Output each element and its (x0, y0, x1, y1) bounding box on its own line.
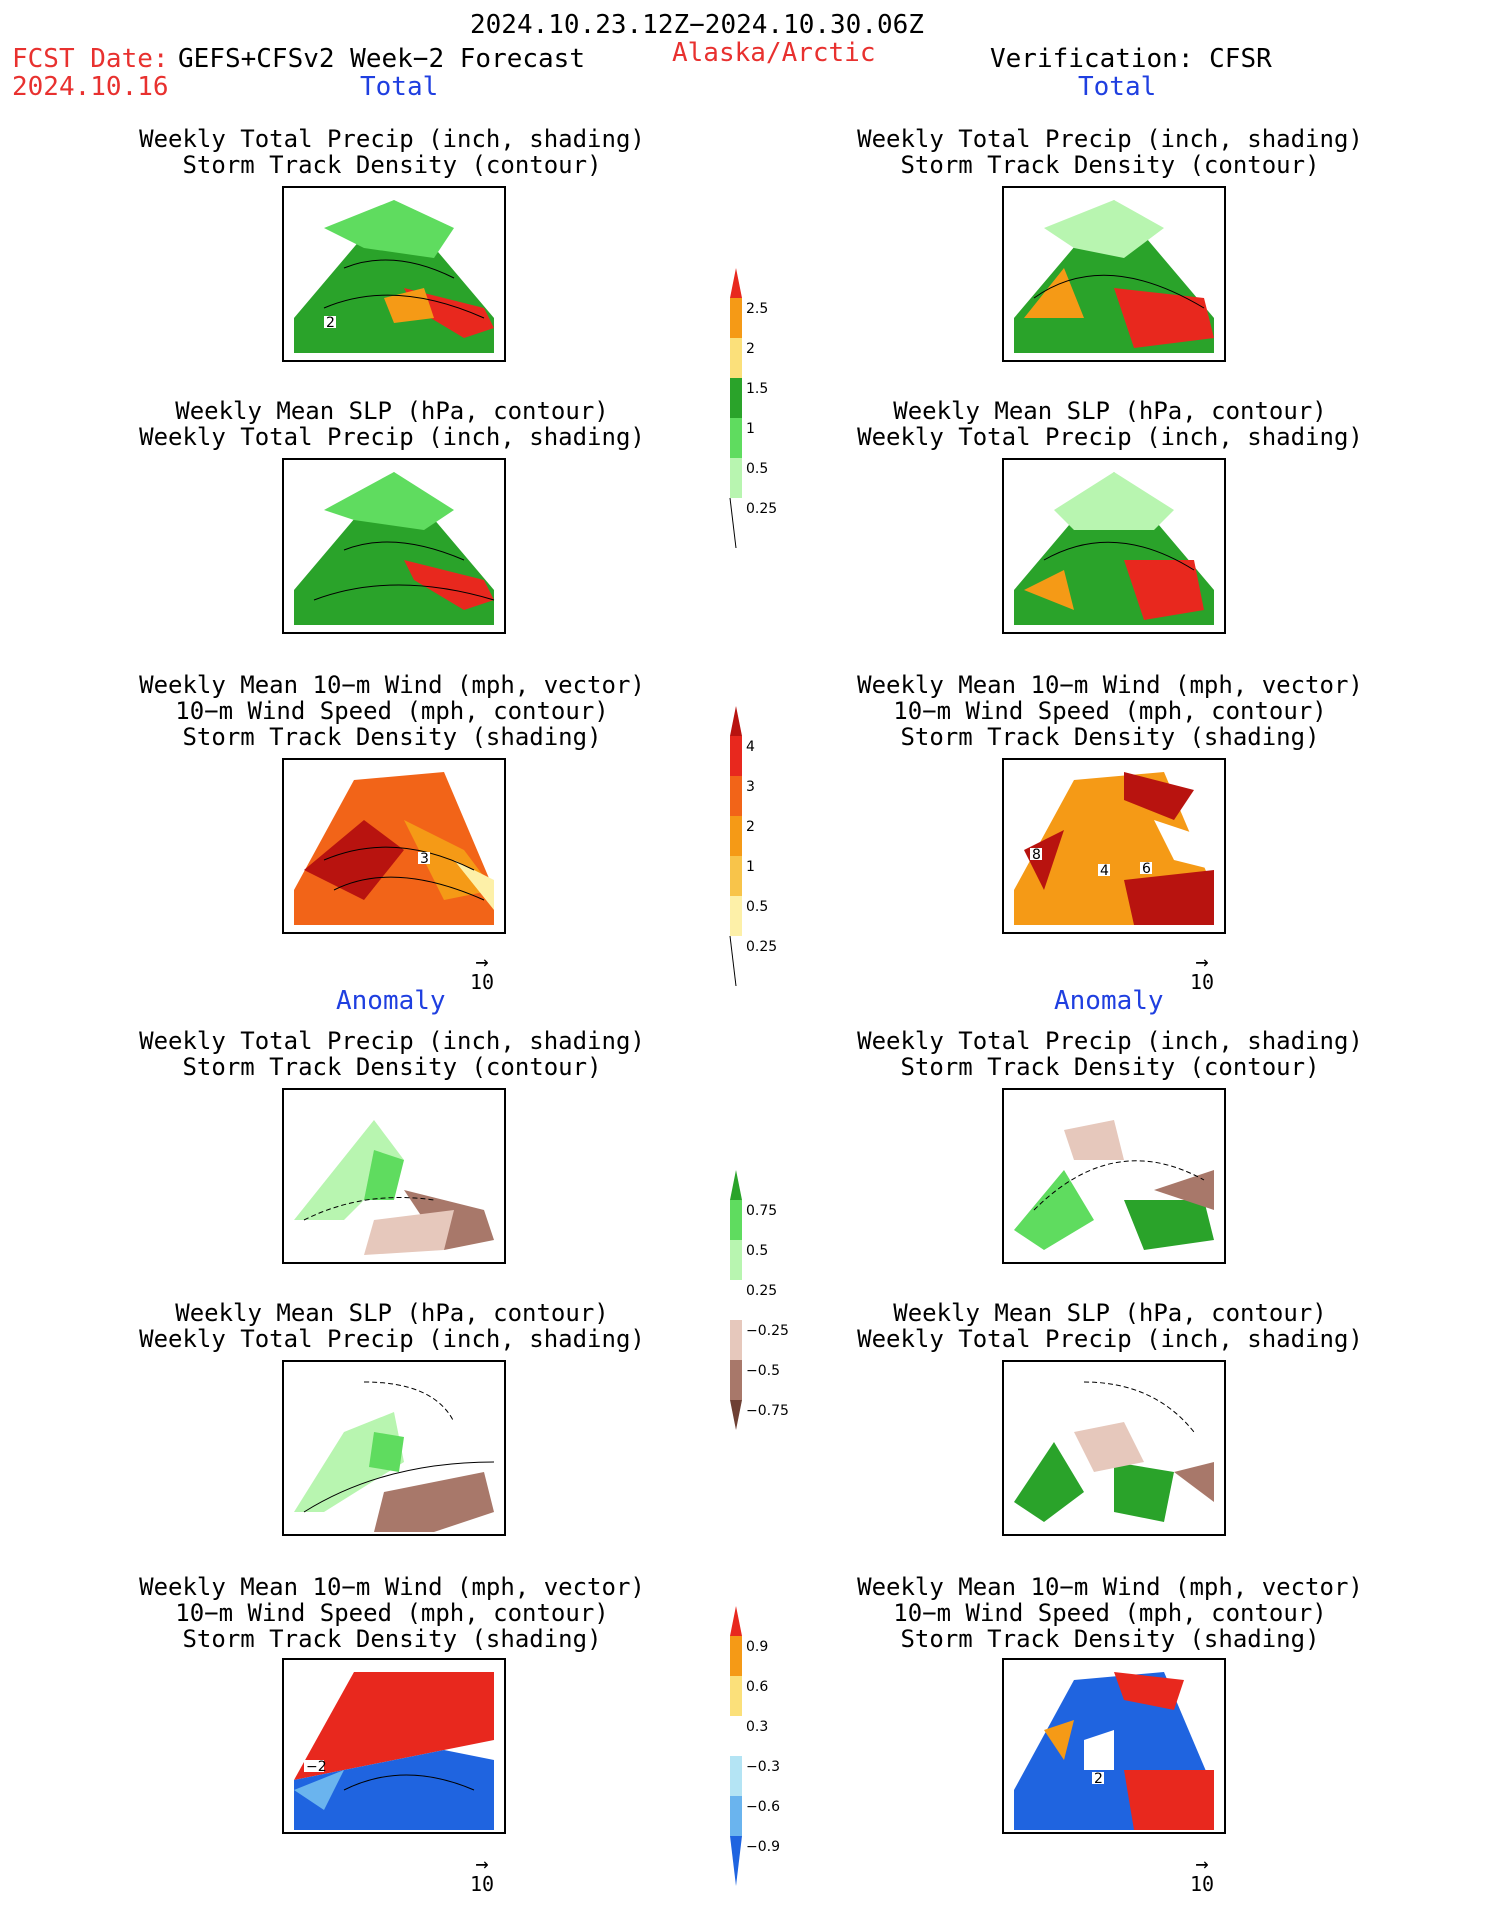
section-anomaly-right: Anomaly (1054, 986, 1164, 1016)
colorbar-label: 0.25 (746, 1283, 777, 1299)
panel-title: Weekly Total Precip (inch, shading) Storm… (139, 1027, 645, 1081)
contour-label: 2 (1094, 1771, 1103, 1787)
panel-title: Weekly Mean 10−m Wind (mph, vector) 10−m … (139, 1573, 645, 1653)
colorbar-label: 1 (746, 859, 755, 875)
panel-title: Weekly Mean SLP (hPa, contour) Weekly Tot… (139, 1299, 645, 1353)
contour-label: −2 (306, 1759, 327, 1775)
map-total-precip-track-fcst: 2 (282, 186, 506, 362)
panel-title: Weekly Mean SLP (hPa, contour) Weekly Tot… (139, 397, 645, 451)
colorbar-label: 2 (746, 819, 755, 835)
colorbar-label: 0.75 (746, 1203, 777, 1219)
fcst-date-label: FCST Date: (12, 44, 169, 74)
map-anom-wind-track-verif: 2 (1002, 1658, 1226, 1834)
map-anom-slp-precip-verif (1002, 1360, 1226, 1536)
map-total-wind-track-fcst: 3 (282, 758, 506, 934)
reference-vector-legend: → 10 (1172, 1852, 1232, 1897)
section-total-left: Total (360, 72, 439, 102)
arrow-right-icon: → (1195, 950, 1209, 975)
contour-label: 4 (1100, 863, 1109, 879)
arrow-right-icon: → (475, 950, 489, 975)
map-total-precip-track-verif (1002, 186, 1226, 362)
contour-label: 8 (1032, 847, 1041, 863)
colorbar-label: 4 (746, 739, 755, 755)
contour-label: 3 (420, 851, 429, 867)
colorbar-label: −0.3 (746, 1759, 780, 1775)
section-anomaly-left: Anomaly (336, 986, 446, 1016)
panel-title: Weekly Mean 10−m Wind (mph, vector) 10−m … (139, 671, 645, 751)
panel-title: Weekly Total Precip (inch, shading) Storm… (857, 125, 1363, 179)
colorbar-label: −0.25 (746, 1323, 789, 1339)
colorbar-label: 1 (746, 421, 755, 437)
colorbar-label: −0.6 (746, 1799, 780, 1815)
colorbar-precip-total: 2.5 2 1.5 1 0.5 0.25 (720, 268, 800, 558)
map-total-slp-precip-verif (1002, 458, 1226, 634)
contour-label: 6 (1142, 861, 1151, 877)
colorbar-label: 0.5 (746, 1243, 768, 1259)
colorbar-precip-anomaly: 0.75 0.5 0.25 −0.25 −0.5 −0.75 (720, 1170, 810, 1460)
panel-title: Weekly Mean 10−m Wind (mph, vector) 10−m … (857, 671, 1363, 751)
colorbar-label: 0.25 (746, 939, 777, 955)
map-anom-wind-track-fcst: −2 (282, 1658, 506, 1834)
reference-vector-legend: → 10 (452, 1852, 512, 1897)
verification-label: Verification: CFSR (990, 44, 1272, 74)
section-total-right: Total (1078, 72, 1157, 102)
fcst-date-value: 2024.10.16 (12, 72, 169, 102)
contour-label: 2 (326, 315, 335, 331)
colorbar-label: 1.5 (746, 381, 768, 397)
colorbar-label: −0.75 (746, 1403, 789, 1419)
colorbar-track-anomaly: 0.9 0.6 0.3 −0.3 −0.6 −0.9 (720, 1606, 810, 1896)
colorbar-label: −0.9 (746, 1839, 780, 1855)
arrow-right-icon: → (475, 1852, 489, 1877)
panel-title: Weekly Total Precip (inch, shading) Storm… (857, 1027, 1363, 1081)
panel-title: Weekly Mean SLP (hPa, contour) Weekly Tot… (857, 397, 1363, 451)
panel-title: Weekly Mean SLP (hPa, contour) Weekly Tot… (857, 1299, 1363, 1353)
colorbar-label: 0.9 (746, 1639, 768, 1655)
colorbar-label: 3 (746, 779, 755, 795)
forecast-period-title: 2024.10.23.12Z−2024.10.30.06Z (470, 10, 924, 40)
reference-vector-legend: → 10 (452, 950, 512, 995)
colorbar-label: 0.5 (746, 461, 768, 477)
fcst-model-label: GEFS+CFSv2 Week−2 Forecast (178, 44, 585, 74)
colorbar-label: 0.25 (746, 501, 777, 517)
colorbar-label: −0.5 (746, 1363, 780, 1379)
map-total-slp-precip-fcst (282, 458, 506, 634)
reference-vector-legend: → 10 (1172, 950, 1232, 995)
map-total-wind-track-verif: 8 4 6 (1002, 758, 1226, 934)
colorbar-label: 2 (746, 341, 755, 357)
colorbar-label: 0.5 (746, 899, 768, 915)
arrow-right-icon: → (1195, 1852, 1209, 1877)
map-anom-precip-track-fcst (282, 1088, 506, 1264)
region-label: Alaska/Arctic (672, 38, 876, 68)
colorbar-track-total: 4 3 2 1 0.5 0.25 (720, 706, 800, 996)
colorbar-label: 2.5 (746, 301, 768, 317)
map-anom-slp-precip-fcst (282, 1360, 506, 1536)
panel-title: Weekly Total Precip (inch, shading) Storm… (139, 125, 645, 179)
colorbar-label: 0.6 (746, 1679, 768, 1695)
colorbar-label: 0.3 (746, 1719, 768, 1735)
map-anom-precip-track-verif (1002, 1088, 1226, 1264)
panel-title: Weekly Mean 10−m Wind (mph, vector) 10−m … (857, 1573, 1363, 1653)
